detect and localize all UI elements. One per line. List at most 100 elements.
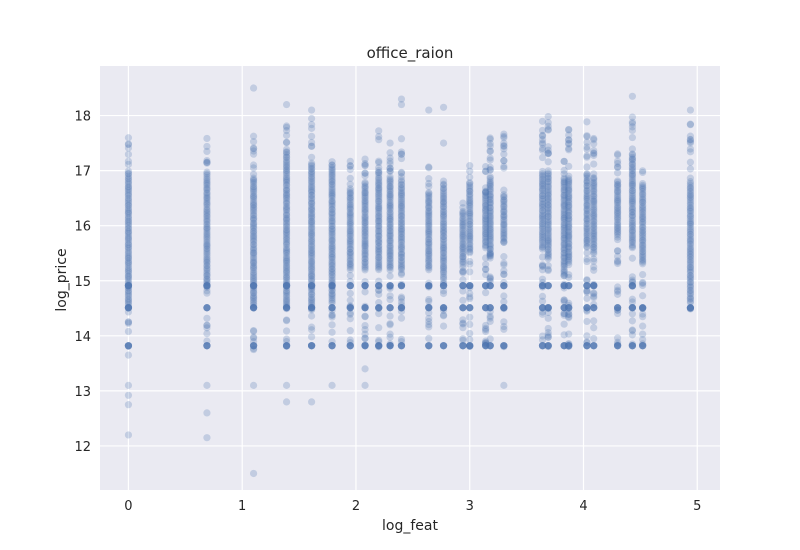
scatter-point — [486, 163, 494, 171]
scatter-point — [328, 181, 336, 189]
scatter-point — [249, 253, 258, 261]
scatter-point — [486, 225, 494, 233]
scatter-point — [308, 225, 316, 233]
scatter-point — [397, 200, 406, 208]
scatter-point — [375, 304, 383, 312]
scatter-point — [425, 304, 433, 312]
scatter-point — [590, 221, 598, 229]
scatter-point — [565, 342, 573, 350]
scatter-point — [538, 230, 547, 239]
scatter-point — [466, 247, 474, 256]
scatter-point — [439, 208, 448, 216]
scatter-point — [124, 217, 133, 225]
scatter-point — [544, 198, 552, 206]
scatter-point — [583, 195, 591, 204]
scatter-point — [346, 304, 354, 312]
scatter-point — [386, 182, 394, 190]
scatter-point — [282, 261, 291, 269]
scatter-point — [590, 239, 598, 248]
scatter-point — [500, 198, 508, 206]
scatter-point — [439, 311, 448, 319]
scatter-point — [560, 249, 568, 258]
scatter-point — [560, 224, 568, 233]
scatter-point — [282, 299, 291, 307]
scatter-point — [203, 240, 211, 248]
scatter-point — [249, 278, 258, 286]
scatter-point — [361, 282, 369, 290]
scatter-point — [282, 176, 291, 184]
scatter-point — [397, 342, 406, 350]
scatter-point — [203, 224, 211, 232]
scatter-point — [203, 177, 211, 185]
scatter-point — [375, 173, 383, 182]
scatter-point — [583, 342, 591, 350]
scatter-point — [203, 272, 211, 280]
scatter-point — [124, 240, 133, 248]
scatter-point — [375, 191, 383, 199]
scatter-point — [639, 279, 647, 288]
scatter-point — [249, 286, 258, 295]
scatter-point — [538, 342, 547, 350]
scatter-point — [560, 271, 568, 280]
scatter-point — [560, 304, 568, 312]
scatter-point — [560, 342, 568, 350]
scatter-point — [203, 208, 211, 216]
scatter-point — [544, 230, 552, 238]
scatter-point — [459, 226, 467, 234]
scatter-point — [466, 162, 474, 170]
scatter-point — [282, 245, 291, 253]
scatter-point — [565, 307, 573, 315]
scatter-point — [565, 342, 573, 350]
scatter-point — [425, 202, 433, 210]
scatter-point — [590, 184, 598, 193]
scatter-point — [346, 188, 354, 197]
scatter-point — [328, 299, 336, 307]
scatter-point — [466, 282, 474, 290]
scatter-point — [375, 185, 383, 193]
scatter-point — [328, 282, 336, 290]
scatter-point — [308, 180, 316, 189]
scatter-point — [308, 142, 316, 151]
scatter-point — [375, 282, 383, 290]
scatter-point — [583, 225, 591, 233]
scatter-point — [466, 181, 474, 190]
scatter-point — [249, 216, 258, 224]
scatter-point — [124, 342, 133, 350]
scatter-point — [203, 255, 211, 263]
scatter-point — [203, 267, 211, 276]
scatter-point — [308, 142, 316, 150]
scatter-point — [466, 342, 474, 351]
scatter-point — [328, 188, 336, 197]
scatter-point — [328, 304, 336, 312]
scatter-point — [486, 304, 494, 312]
scatter-point — [124, 259, 133, 267]
scatter-point — [538, 310, 547, 318]
scatter-point — [124, 134, 133, 142]
scatter-point — [282, 252, 291, 260]
scatter-point — [466, 342, 474, 350]
scatter-point — [565, 273, 573, 282]
scatter-point — [346, 226, 354, 235]
scatter-point — [386, 340, 394, 348]
scatter-point — [459, 237, 467, 245]
scatter-point — [500, 282, 508, 290]
scatter-point — [308, 298, 316, 306]
scatter-point — [583, 220, 591, 228]
scatter-point — [282, 259, 291, 268]
scatter-point — [346, 327, 354, 335]
scatter-point — [639, 330, 647, 338]
scatter-point — [328, 295, 336, 304]
scatter-point — [565, 187, 573, 195]
scatter-point — [614, 283, 622, 291]
scatter-point — [439, 312, 448, 320]
scatter-point — [375, 171, 383, 179]
scatter-point — [249, 276, 258, 284]
scatter-point — [328, 311, 336, 319]
scatter-point — [425, 282, 433, 290]
scatter-point — [282, 342, 291, 350]
scatter-point — [538, 220, 547, 228]
scatter-point — [466, 243, 474, 251]
scatter-point — [397, 180, 406, 188]
scatter-point — [482, 338, 490, 347]
scatter-point — [361, 304, 369, 312]
